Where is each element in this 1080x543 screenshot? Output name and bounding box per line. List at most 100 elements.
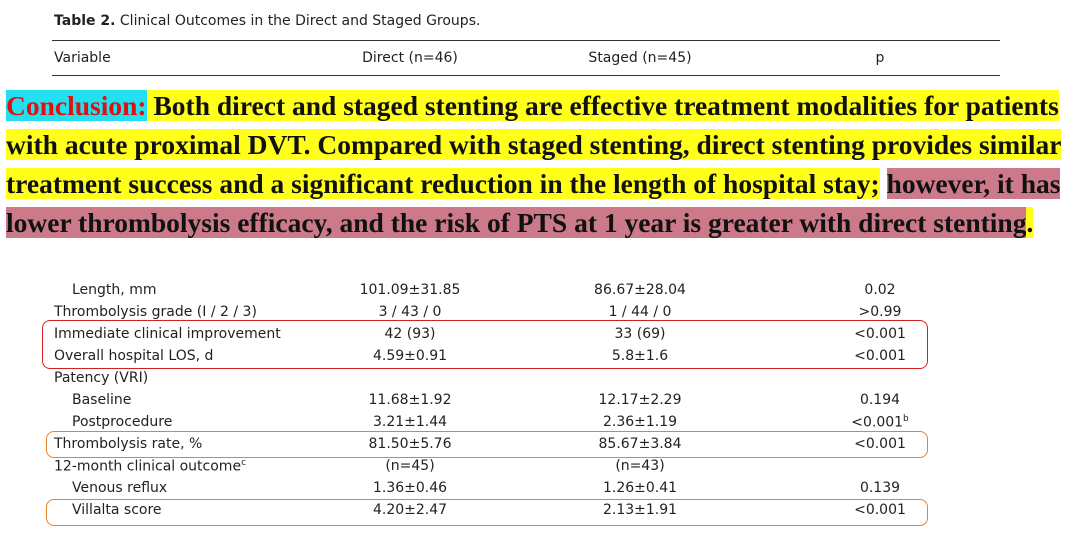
highlight-box xyxy=(46,431,928,458)
highlight-box xyxy=(46,499,928,526)
cell-value-text: 3.21±1.44 xyxy=(372,414,448,430)
cell-value-text: 101.09±31.85 xyxy=(359,282,461,298)
cell-value-text: 5.8±1.6 xyxy=(611,348,669,364)
cell-value-text: 12.17±2.29 xyxy=(598,392,682,408)
row-label: Length, mm xyxy=(72,282,156,298)
row-label-text: Postprocedure xyxy=(72,414,173,430)
cell-value: 0.02 xyxy=(864,282,895,298)
conclusion-end: . xyxy=(1026,207,1034,238)
cell-value-text: 85.67±3.84 xyxy=(598,436,682,452)
cell-value: 1.26±0.41 xyxy=(603,480,677,496)
cell-value-text: 1 / 44 / 0 xyxy=(608,304,672,320)
cell-value-text: 1.36±0.46 xyxy=(372,480,448,496)
cell-value-text: 0.194 xyxy=(859,392,901,408)
row-label: Patency (VRI) xyxy=(54,370,148,386)
cell-value-text: 2.13±1.91 xyxy=(602,502,678,518)
cell-value: 2.36±1.19 xyxy=(603,414,677,430)
cell-value: 1.36±0.46 xyxy=(373,480,447,496)
row-label: 12-month clinical outcomec xyxy=(54,458,246,475)
caption-text: Clinical Outcomes in the Direct and Stag… xyxy=(119,13,481,29)
header-cell-text: Direct (n=46) xyxy=(362,50,458,66)
cell-value: (n=45) xyxy=(385,458,434,474)
cell-value: <0.001b xyxy=(851,414,909,431)
row-label-text: Length, mm xyxy=(72,282,157,298)
cell-value-text: (n=45) xyxy=(385,458,435,474)
header-rule xyxy=(52,75,1000,76)
top-rule xyxy=(52,40,1000,41)
cell-value-text: 42 (93) xyxy=(384,326,436,342)
cell-value-text: >0.99 xyxy=(858,304,902,320)
cell-value-text: <0.001 xyxy=(854,348,906,364)
cell-value: 12.17±2.29 xyxy=(599,392,682,408)
cell-value-text: (n=43) xyxy=(615,458,665,474)
cell-value: >0.99 xyxy=(859,304,902,320)
caption-label: Table 2. xyxy=(54,13,116,29)
row-label: Venous reflux xyxy=(72,480,167,496)
header-cell-text: Staged (n=45) xyxy=(588,50,692,66)
row-label-text: Thrombolysis rate, % xyxy=(54,436,203,452)
row-label-text: Baseline xyxy=(72,392,132,408)
row-label-text: Patency (VRI) xyxy=(54,370,149,386)
row-label-text: Venous reflux xyxy=(72,480,168,496)
row-label: Thrombolysis rate, % xyxy=(54,436,202,452)
cell-value: 1 / 44 / 0 xyxy=(609,304,672,320)
cell-value: 2.13±1.91 xyxy=(603,502,677,518)
header-cell: p xyxy=(876,50,885,66)
conclusion-label: Conclusion: xyxy=(6,90,147,121)
cell-value: 86.67±28.04 xyxy=(594,282,686,298)
cell-value: <0.001 xyxy=(854,436,906,452)
row-label: Baseline xyxy=(72,392,131,408)
cell-value: 33 (69) xyxy=(614,326,665,342)
cell-value-text: 2.36±1.19 xyxy=(602,414,678,430)
cell-value: 81.50±5.76 xyxy=(369,436,452,452)
cell-value: 0.139 xyxy=(860,480,900,496)
cell-value-text: 4.59±0.91 xyxy=(372,348,448,364)
cell-value: 0.194 xyxy=(860,392,900,408)
cell-value-text: <0.001 xyxy=(851,414,904,431)
cell-value-text: 11.68±1.92 xyxy=(368,392,452,408)
row-label-text: Thrombolysis grade (I / 2 / 3) xyxy=(54,304,257,320)
row-label: Postprocedure xyxy=(72,414,172,430)
cell-value: 42 (93) xyxy=(384,326,435,342)
row-label: Immediate clinical improvement xyxy=(54,326,281,342)
cell-value-text: 81.50±5.76 xyxy=(368,436,452,452)
header-cell: Direct (n=46) xyxy=(362,50,458,66)
cell-value-text: 33 (69) xyxy=(614,326,666,342)
cell-value: 3.21±1.44 xyxy=(373,414,447,430)
row-label-text: Villalta score xyxy=(72,502,162,518)
cell-value-text: <0.001 xyxy=(854,502,906,518)
conclusion-text: Both direct and staged stenting are effe… xyxy=(6,90,1062,199)
header-cell: Variable xyxy=(54,50,111,66)
cell-value-text: 86.67±28.04 xyxy=(594,282,686,298)
cell-value: <0.001 xyxy=(854,326,906,342)
cell-value: (n=43) xyxy=(615,458,664,474)
cell-value: 11.68±1.92 xyxy=(369,392,452,408)
cell-value-text: 1.26±0.41 xyxy=(602,480,678,496)
header-cell: Staged (n=45) xyxy=(588,50,691,66)
row-label: Overall hospital LOS, d xyxy=(54,348,213,364)
header-cell-text: Variable xyxy=(54,50,111,66)
cell-value: <0.001 xyxy=(854,348,906,364)
row-label: Thrombolysis grade (I / 2 / 3) xyxy=(54,304,257,320)
footnote-mark: c xyxy=(241,458,247,468)
conclusion: Conclusion: Both direct and staged stent… xyxy=(6,86,1070,242)
cell-value: 5.8±1.6 xyxy=(612,348,668,364)
cell-value: 85.67±3.84 xyxy=(599,436,682,452)
cell-value-text: 3 / 43 / 0 xyxy=(378,304,442,320)
footnote-mark: b xyxy=(903,414,909,424)
cell-value: 4.59±0.91 xyxy=(373,348,447,364)
cell-value: 101.09±31.85 xyxy=(360,282,461,298)
caption: Table 2. Clinical Outcomes in the Direct… xyxy=(54,13,480,29)
highlight-box xyxy=(42,320,928,369)
header-cell-text: p xyxy=(875,50,885,66)
row-label-text: Overall hospital LOS, d xyxy=(54,348,214,364)
cell-value: 4.20±2.47 xyxy=(373,502,447,518)
cell-value-text: <0.001 xyxy=(854,326,906,342)
row-label: Villalta score xyxy=(72,502,162,518)
cell-value-text: 0.139 xyxy=(859,480,901,496)
cell-value: <0.001 xyxy=(854,502,906,518)
row-label-text: 12-month clinical outcome xyxy=(54,458,242,475)
cell-value-text: 0.02 xyxy=(864,282,896,298)
cell-value-text: <0.001 xyxy=(854,436,906,452)
